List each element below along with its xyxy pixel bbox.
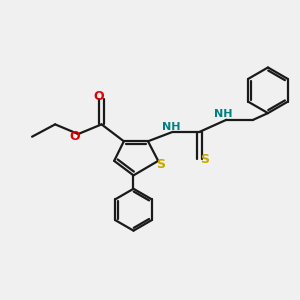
Text: S: S [200,153,209,167]
Text: S: S [157,158,166,171]
Text: NH: NH [214,110,233,119]
Text: O: O [94,90,104,103]
Text: NH: NH [162,122,181,132]
Text: O: O [70,130,80,143]
